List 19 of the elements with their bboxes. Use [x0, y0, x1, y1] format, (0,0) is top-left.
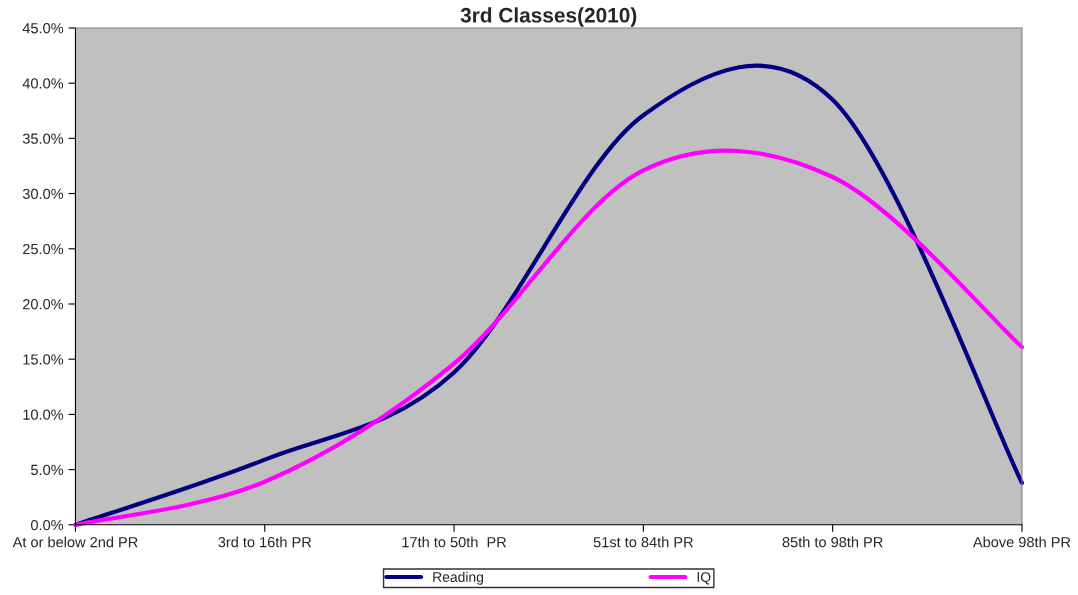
chart-title: 3rd Classes(2010): [460, 7, 637, 27]
y-tick-label: 0.0%: [30, 519, 64, 531]
legend-label: Reading: [433, 571, 484, 585]
y-tick-label: 45.0%: [22, 23, 64, 34]
y-tick-label: 40.0%: [22, 78, 64, 89]
y-tick-label: 5.0%: [31, 464, 64, 476]
y-tick-label: 30.0%: [22, 188, 64, 199]
x-tick-label: 17th to 50th PR: [402, 536, 507, 548]
y-tick-label: 10.0%: [23, 409, 64, 420]
x-tick-label: 85th to 98th PR: [782, 536, 883, 548]
x-tick-label: 3rd to 16th PR: [218, 536, 312, 548]
y-tick-label: 20.0%: [23, 299, 64, 310]
y-tick-label: 15.0%: [23, 354, 64, 365]
x-tick-label: At or below 2nd PR: [12, 536, 138, 548]
x-tick-label: Above 98th PR: [972, 536, 1071, 548]
y-tick-label: 35.0%: [22, 133, 64, 144]
y-tick-label: 25.0%: [23, 243, 64, 255]
legend-label: IQ: [697, 572, 711, 585]
x-tick-label: 51st to 84th PR: [593, 536, 693, 548]
